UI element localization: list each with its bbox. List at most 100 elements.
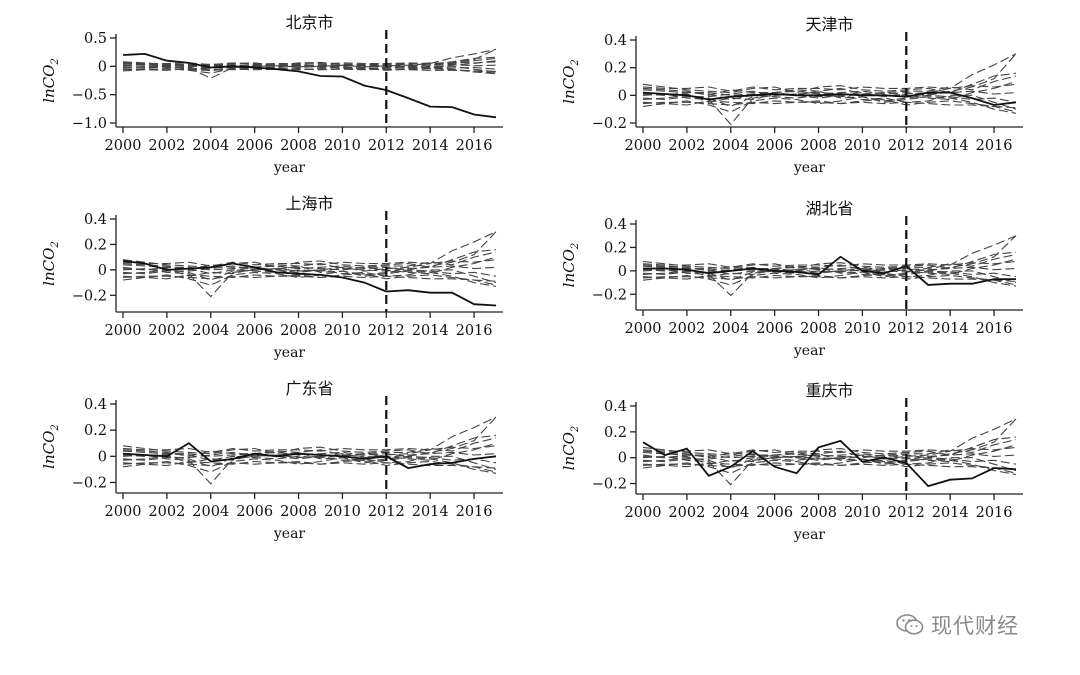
x-tick-label: 2008 <box>280 323 317 339</box>
placebo-line <box>122 64 497 72</box>
x-axis-label: year <box>273 526 306 542</box>
x-tick-label: 2016 <box>456 323 493 339</box>
watermark: 现代财经 <box>895 610 1019 640</box>
x-axis-label: year <box>793 527 826 543</box>
y-tick-label: 0.4 <box>604 33 627 49</box>
y-tick-label: −0.5 <box>72 88 107 104</box>
x-tick-label: 2010 <box>844 321 881 337</box>
placebo-line <box>122 68 497 72</box>
treated-line <box>122 442 497 470</box>
placebo-line <box>122 275 497 282</box>
placebo-line <box>642 436 1017 456</box>
x-tick-label: 2014 <box>932 138 969 154</box>
x-tick-label: 2000 <box>625 321 662 337</box>
x-tick-label: 2008 <box>280 138 317 154</box>
y-tick-label: 0.2 <box>84 237 107 253</box>
placebo-line <box>642 80 1017 101</box>
placebo-line <box>642 446 1017 455</box>
panel-2: 天津市 −0.2 0 0.2 0.4 2000 2002 2004 2006 2008 2010 20… <box>560 15 1023 176</box>
placebo-line <box>642 273 1017 286</box>
x-axis-label: year <box>793 160 826 176</box>
y-tick-label: 0.5 <box>84 31 107 47</box>
placebo-line <box>122 451 497 468</box>
panel-title: 重庆市 <box>805 381 853 400</box>
placebo-line <box>642 267 1017 284</box>
placebo-line <box>122 56 497 66</box>
placebo-line <box>642 90 1017 107</box>
placebo-line <box>642 453 1017 463</box>
x-tick-label: 2016 <box>976 505 1013 521</box>
wechat-icon <box>896 614 924 635</box>
placebo-line <box>642 444 1017 463</box>
x-tick-label: 2010 <box>844 505 881 521</box>
x-tick-label: 2008 <box>800 321 837 337</box>
x-tick-label: 2002 <box>148 138 185 154</box>
placebo-line <box>642 258 1017 275</box>
x-tick-label: 2012 <box>888 505 925 521</box>
x-axis-label: year <box>793 343 826 359</box>
placebo-line <box>642 235 1017 297</box>
x-tick-label: 2000 <box>625 505 662 521</box>
y-tick-label: −1.0 <box>72 116 107 132</box>
placebo-line <box>122 451 497 461</box>
x-axis-label: year <box>273 345 306 361</box>
x-tick-label: 2012 <box>368 138 405 154</box>
x-tick-label: 2016 <box>976 138 1013 154</box>
x-tick-label: 2012 <box>368 323 405 339</box>
x-tick-label: 2004 <box>712 138 749 154</box>
x-tick-label: 2004 <box>712 505 749 521</box>
placebo-line <box>122 48 497 79</box>
y-tick-label: 0.4 <box>84 212 107 228</box>
placebo-line <box>642 72 1017 94</box>
y-tick-label: 0 <box>98 59 107 75</box>
x-tick-label: 2006 <box>756 321 793 337</box>
x-tick-label: 2012 <box>368 504 405 520</box>
x-tick-label: 2006 <box>236 504 273 520</box>
placebo-line <box>122 459 497 473</box>
x-tick-label: 2012 <box>888 321 925 337</box>
y-tick-label: 0 <box>98 449 107 465</box>
x-tick-label: 2012 <box>888 138 925 154</box>
x-tick-label: 2002 <box>148 504 185 520</box>
y-tick-label: 0 <box>618 88 627 104</box>
y-tick-label: 0 <box>98 263 107 279</box>
y-tick-label: −0.2 <box>592 287 627 303</box>
y-tick-label: 0.2 <box>604 425 627 441</box>
y-axis-label: lnCO2 <box>40 424 61 469</box>
y-tick-label: 0 <box>618 451 627 467</box>
y-tick-label: 0.4 <box>84 397 107 413</box>
placebo-line <box>642 266 1017 281</box>
panel-6: 重庆市 −0.2 0 0.2 0.4 2000 2002 2004 2006 2008 2010 20… <box>560 381 1023 543</box>
y-axis-label: lnCO2 <box>40 58 61 103</box>
x-tick-label: 2006 <box>236 138 273 154</box>
placebo-line <box>122 434 497 455</box>
panel-title: 上海市 <box>285 194 333 213</box>
y-tick-label: 0.2 <box>604 240 627 256</box>
treated-line <box>122 260 497 307</box>
x-axis-label: year <box>273 160 306 176</box>
placebo-line <box>642 98 1017 113</box>
x-tick-label: 2014 <box>412 138 449 154</box>
y-tick-label: −0.2 <box>592 116 627 132</box>
treated-line <box>122 52 497 119</box>
placebo-line <box>642 101 1017 109</box>
placebo-line <box>642 251 1017 270</box>
panel-title: 天津市 <box>805 15 853 34</box>
x-tick-label: 2004 <box>192 504 229 520</box>
x-tick-label: 2002 <box>668 321 705 337</box>
placebo-line <box>642 453 1017 469</box>
placebo-line <box>642 266 1017 275</box>
x-tick-label: 2006 <box>236 323 273 339</box>
placebo-line <box>122 265 497 281</box>
placebo-line <box>642 92 1017 110</box>
y-tick-label: −0.2 <box>592 477 627 493</box>
x-tick-label: 2008 <box>800 505 837 521</box>
y-axis-label: lnCO2 <box>560 243 581 288</box>
y-axis-label: lnCO2 <box>40 241 61 286</box>
x-tick-label: 2006 <box>756 138 793 154</box>
y-tick-label: 0.4 <box>604 217 627 233</box>
y-tick-label: −0.2 <box>72 475 107 491</box>
x-tick-label: 2016 <box>976 321 1013 337</box>
treated-line <box>642 439 1017 488</box>
